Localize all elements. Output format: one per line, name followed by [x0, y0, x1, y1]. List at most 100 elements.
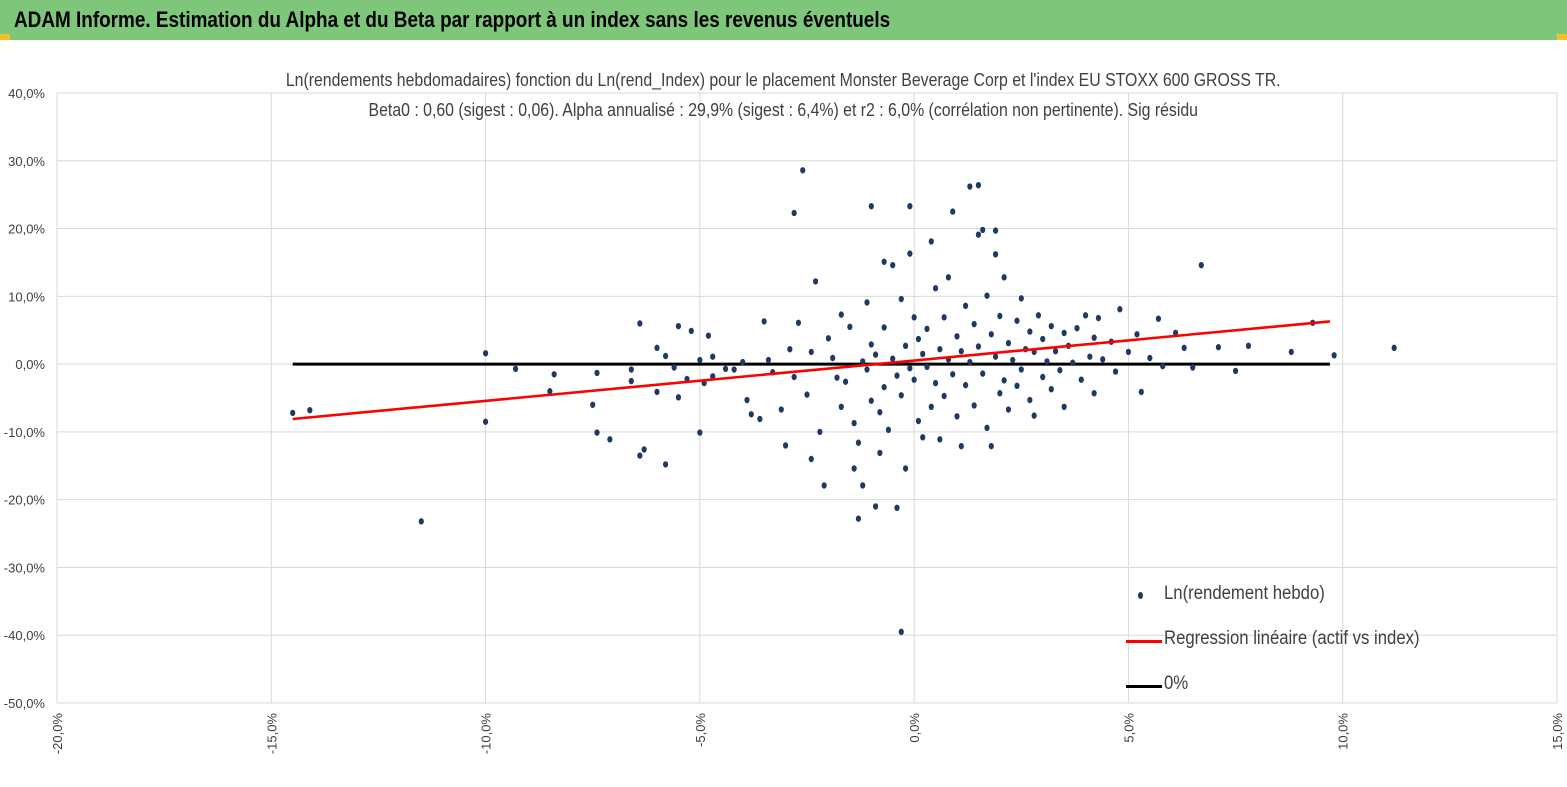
scatter-point	[915, 335, 922, 343]
chart-title-text-2: Beta0 : 0,60 (sigest : 0,06). Alpha annu…	[368, 100, 1199, 120]
scatter-point	[920, 434, 926, 441]
scatter-point	[984, 292, 990, 299]
scatter-point	[988, 442, 994, 450]
y-tick-label: -30,0%	[4, 560, 46, 575]
scatter-point	[1061, 403, 1067, 411]
scatter-point	[898, 628, 904, 636]
x-tick-label: -10,0%	[479, 713, 494, 755]
x-tick-label: -5,0%	[693, 713, 708, 747]
y-tick-label: 10,0%	[8, 289, 45, 304]
scatter-point	[710, 373, 716, 380]
scatter-point	[860, 358, 866, 365]
scatter-point	[782, 442, 789, 449]
scatter-point	[482, 350, 489, 357]
scatter-point	[662, 461, 669, 468]
scatter-point	[1160, 362, 1166, 370]
scatter-point	[950, 208, 956, 215]
scatter-point	[907, 250, 913, 257]
scatter-point	[962, 381, 969, 389]
scatter-point	[787, 346, 793, 353]
scatter-point	[988, 331, 994, 338]
scatter-point	[877, 409, 883, 416]
page-title: ADAM Informe. Estimation du Alpha et du …	[14, 7, 891, 32]
scatter-point	[722, 365, 729, 373]
scatter-point	[864, 299, 870, 306]
scatter-point	[637, 320, 643, 327]
scatter-point	[757, 415, 763, 423]
scatter-point	[1048, 385, 1054, 393]
scatter-point	[1155, 315, 1162, 322]
scatter-point	[881, 258, 887, 265]
legend-marker-scatter	[1138, 592, 1143, 599]
scatter-point	[641, 446, 647, 453]
chart-area: 40,0% 30,0% 20,0% 10,0% 0,0% -10,0% -20,0% -30,…	[0, 40, 1567, 787]
scatter-point	[1078, 376, 1084, 383]
scatter-point	[1100, 356, 1106, 363]
chart-title-line-1: Ln(rendements hebdomadaires) fonction du…	[0, 70, 1567, 91]
scatter-point	[1061, 329, 1067, 337]
scatter-point	[941, 392, 947, 400]
scatter-point	[512, 365, 519, 373]
scatter-point	[941, 314, 947, 321]
scatter-point	[997, 312, 1003, 320]
scatter-point	[547, 388, 553, 395]
x-tick-label: 0,0%	[907, 713, 922, 743]
chart-title-line-2: Beta0 : 0,60 (sigest : 0,06). Alpha annu…	[0, 100, 1567, 121]
scatter-point	[795, 319, 802, 326]
scatter-point	[958, 348, 964, 355]
scatter-point	[954, 333, 960, 340]
scatter-point	[881, 324, 887, 331]
scatter-point	[932, 285, 939, 292]
scatter-point	[1215, 343, 1222, 351]
scatter-point	[890, 261, 896, 269]
y-tick-label: -40,0%	[4, 628, 46, 643]
scatter-point	[872, 503, 879, 510]
scatter-point	[628, 366, 634, 373]
scatter-point	[971, 402, 977, 409]
scatter-point	[812, 278, 819, 285]
scatter-point	[992, 227, 999, 234]
scatter-point	[688, 327, 694, 335]
scatter-point	[860, 482, 866, 489]
scatter-point	[1198, 261, 1204, 269]
scatter-point	[928, 238, 934, 245]
scatter-point	[731, 366, 737, 373]
y-tick-label: 20,0%	[8, 222, 45, 237]
scatter-point	[868, 341, 874, 348]
scatter-point	[915, 417, 922, 425]
scatter-point	[1070, 359, 1076, 366]
scatter-point	[710, 353, 716, 360]
scatter-point	[1035, 312, 1042, 319]
scatter-point	[1010, 356, 1016, 364]
scatter-point	[740, 358, 746, 366]
scatter-point	[872, 351, 879, 358]
scatter-point	[1147, 354, 1153, 362]
scatter-point	[868, 397, 874, 404]
scatter-point	[851, 419, 857, 427]
scatter-point	[898, 392, 904, 399]
scatter-point	[748, 411, 754, 418]
scatter-point	[1087, 353, 1093, 360]
scatter-point	[834, 374, 840, 381]
scatter-point	[1001, 274, 1007, 281]
scatter-point	[924, 363, 930, 371]
scatter-point	[980, 370, 986, 377]
scatter-point	[992, 353, 999, 360]
scatter-point	[980, 226, 986, 234]
scatter-point	[890, 355, 896, 362]
scatter-point	[975, 181, 982, 189]
y-tick-label: -50,0%	[4, 696, 46, 711]
scatter-point	[307, 407, 313, 414]
scatter-point	[1027, 328, 1033, 335]
scatter-point	[821, 482, 827, 489]
scatter-point	[894, 504, 900, 511]
scatter-point	[950, 371, 956, 378]
scatter-point	[675, 322, 682, 330]
chart-title-text-1: Ln(rendements hebdomadaires) fonction du…	[286, 70, 1281, 90]
x-tick-label: -15,0%	[264, 713, 279, 755]
scatter-point	[868, 202, 874, 210]
scatter-point	[838, 403, 844, 411]
scatter-point	[881, 383, 887, 391]
scatter-point	[1138, 388, 1144, 396]
scatter-point	[937, 436, 943, 443]
